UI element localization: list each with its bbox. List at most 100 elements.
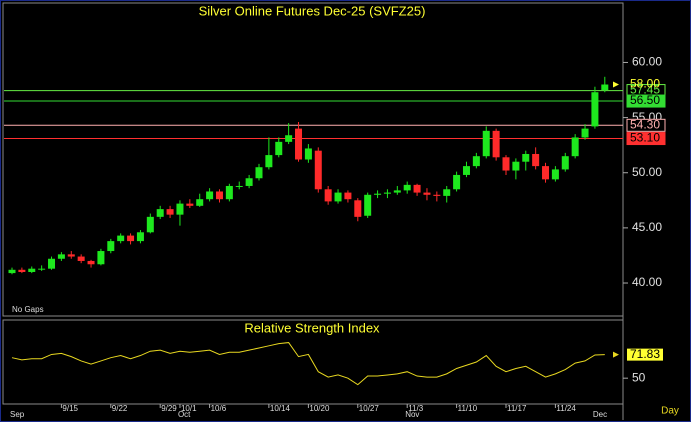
x-tick-label: 11/17 (507, 404, 527, 413)
candle-body (77, 256, 85, 261)
chart-title: Silver Online Futures Dec-25 (SVFZ25) (199, 3, 426, 18)
candle-body (502, 157, 510, 171)
x-tick-label: 9/22 (112, 404, 128, 413)
candle-body (364, 194, 372, 216)
candle-body (8, 269, 16, 274)
candle-body (107, 241, 115, 252)
rsi-arrow (613, 351, 619, 358)
candle-body (38, 268, 46, 270)
y-tick-label: 50.00 (632, 165, 662, 179)
candle-body (18, 269, 26, 272)
candle-body (176, 203, 184, 215)
candle-body (472, 156, 480, 167)
last-arrow (613, 81, 619, 88)
candle-body (532, 153, 540, 167)
candle-body (354, 200, 362, 217)
x-tick-label: 9/15 (62, 404, 78, 413)
note: No Gaps (12, 305, 44, 314)
candle-body (344, 192, 352, 200)
candle-body (304, 148, 312, 160)
level-label: 53.10 (630, 131, 660, 145)
candle-body (215, 191, 223, 200)
rsi-value-label: 71.83 (630, 347, 660, 361)
candle-body (334, 192, 342, 202)
level-label: 54.30 (630, 117, 660, 131)
last-label: 58.00 (630, 77, 660, 91)
candle-body (206, 191, 214, 200)
candle-body (462, 166, 470, 175)
candle-body (146, 216, 154, 233)
level-box (626, 132, 666, 146)
rsi-line (11, 342, 605, 386)
candle-body (542, 166, 550, 180)
candle-body (275, 141, 283, 156)
level-label: 57.45 (630, 83, 660, 97)
candle-body (57, 254, 65, 259)
candle-body (67, 254, 75, 257)
level-label: 56.50 (630, 93, 660, 107)
candle-body (87, 260, 95, 265)
candle-body (265, 155, 273, 168)
candle-body (522, 153, 530, 162)
candle-body (383, 192, 391, 194)
candle-body (255, 167, 263, 179)
candle-body (324, 189, 332, 202)
x-tick-label: 10/1 (181, 404, 197, 413)
y-tick-label: 40.00 (632, 275, 662, 289)
candle-body (235, 185, 243, 187)
candle-body (295, 128, 303, 160)
month-label: Oct (178, 410, 191, 419)
candle-body (285, 135, 293, 142)
x-tick-label: 11/24 (556, 404, 576, 413)
candle-body (482, 130, 490, 157)
y-tick-label: 50 (632, 370, 646, 384)
candle-body (136, 232, 144, 242)
x-axis-label: Day (661, 406, 679, 417)
candle-body (403, 184, 411, 191)
x-tick-label: 11/10 (458, 404, 478, 413)
rsi-box (627, 348, 663, 361)
candle-body (571, 137, 579, 157)
x-tick-label: 10/20 (309, 404, 330, 413)
candle-body (443, 189, 451, 196)
x-tick-label: 9/29 (161, 404, 177, 413)
month-label: Dec (593, 410, 607, 419)
month-label: Sep (10, 410, 25, 419)
candle-body (492, 130, 500, 158)
candle-body (374, 193, 382, 195)
candle-body (561, 156, 569, 170)
candle-body (601, 84, 609, 91)
candle-body (28, 268, 36, 272)
candle-body (413, 184, 421, 193)
candle-body (225, 185, 233, 200)
candle-body (127, 235, 135, 242)
candle-body (551, 169, 559, 180)
level-box (626, 118, 666, 132)
candle-body (48, 258, 56, 269)
candle-body (433, 194, 441, 196)
candle-body (186, 203, 194, 206)
y-tick-label: 60.00 (632, 55, 662, 69)
candle-body (591, 92, 599, 127)
level-box (626, 94, 666, 108)
candle-body (156, 209, 164, 217)
rsi-title: Relative Strength Index (244, 320, 380, 335)
candle-body (314, 150, 322, 190)
candle-body (423, 192, 431, 195)
candle-body (453, 174, 461, 190)
candle-body (245, 178, 253, 186)
month-label: Nov (405, 410, 419, 419)
candle-body (117, 235, 125, 242)
candle-body (166, 209, 174, 215)
candle-body (393, 190, 401, 193)
candle-body (97, 251, 105, 265)
x-tick-label: 11/3 (408, 404, 424, 413)
x-tick-label: 10/14 (270, 404, 291, 413)
x-tick-label: 10/6 (211, 404, 227, 413)
y-tick-label: 45.00 (632, 220, 662, 234)
candle-body (512, 161, 520, 171)
x-tick-label: 10/27 (359, 404, 380, 413)
candle-body (581, 128, 589, 138)
